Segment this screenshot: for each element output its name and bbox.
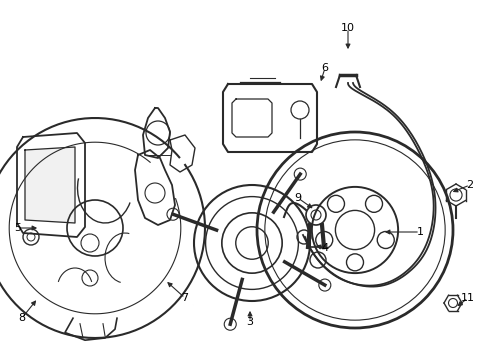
Text: 5: 5 xyxy=(15,223,22,233)
Polygon shape xyxy=(25,147,75,223)
Text: 4: 4 xyxy=(321,243,329,253)
Text: 10: 10 xyxy=(341,23,355,33)
Text: 1: 1 xyxy=(416,227,423,237)
Text: 7: 7 xyxy=(181,293,189,303)
Text: 6: 6 xyxy=(321,63,328,73)
Text: 8: 8 xyxy=(19,313,25,323)
Text: 3: 3 xyxy=(246,317,253,327)
Text: 9: 9 xyxy=(294,193,301,203)
Text: 11: 11 xyxy=(461,293,475,303)
Text: 2: 2 xyxy=(466,180,473,190)
